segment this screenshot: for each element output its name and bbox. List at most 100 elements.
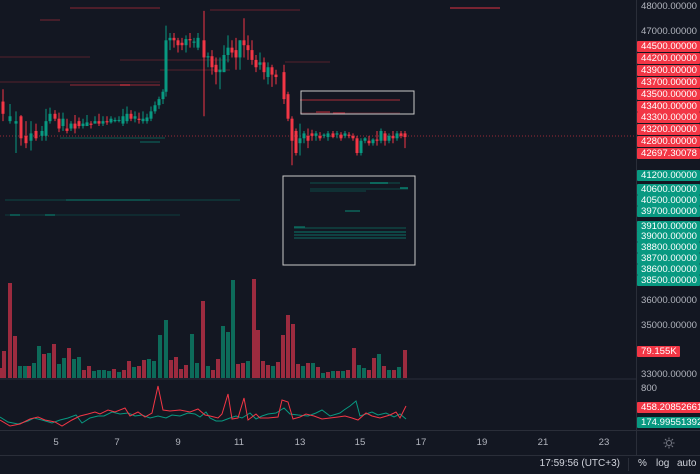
- percent-scale-button[interactable]: %: [638, 458, 647, 469]
- volume-bar: [13, 336, 17, 378]
- time-tick-label: 13: [294, 437, 306, 448]
- volume-bar: [142, 360, 146, 378]
- oscillator-red-line: [0, 385, 407, 427]
- candle-body: [1, 101, 5, 114]
- volume-bar: [23, 366, 27, 378]
- candle-body: [298, 138, 302, 144]
- candle-body: [101, 121, 105, 124]
- volume-bar: [62, 358, 66, 378]
- oscillator-green-value: 174.99551392: [637, 417, 700, 428]
- candle-body: [196, 37, 200, 48]
- candle-body: [172, 37, 176, 41]
- candlestick-chart[interactable]: [0, 0, 636, 430]
- bid-level-tag: 38700.00000: [637, 253, 700, 264]
- volume-bar: [326, 372, 330, 378]
- candle-body: [399, 133, 403, 136]
- volume-bar: [112, 369, 116, 378]
- candle-body: [379, 130, 383, 141]
- price-axis[interactable]: 48000.0000047000.0000042000.0000036000.0…: [636, 0, 700, 430]
- oscillator-tick-label: 800: [641, 383, 658, 394]
- candle-body: [290, 118, 294, 141]
- volume-bar: [382, 366, 386, 378]
- volume-bar: [296, 364, 300, 378]
- volume-bar: [211, 370, 215, 378]
- volume-bar: [152, 361, 156, 378]
- candle-body: [318, 135, 322, 139]
- volume-bar: [336, 371, 340, 378]
- volume-bar: [372, 358, 376, 378]
- volume-last-tag: 79.155K: [637, 346, 680, 357]
- candle-body: [19, 116, 23, 139]
- candle-body: [222, 55, 226, 73]
- candle-body: [331, 133, 335, 138]
- candle-body: [367, 140, 371, 144]
- candle-body: [53, 113, 57, 119]
- candle-body: [133, 116, 137, 119]
- candle-body: [270, 67, 274, 75]
- candle-body: [73, 123, 77, 129]
- candle-body: [250, 50, 254, 60]
- volume-bar: [367, 370, 371, 378]
- candle-body: [121, 116, 125, 124]
- candle-body: [226, 47, 230, 55]
- candle-body: [157, 99, 161, 106]
- time-tick-label: 9: [175, 437, 181, 448]
- volume-bar: [256, 330, 260, 378]
- ask-level-tag: 42800.00000: [637, 136, 700, 147]
- candle-body: [210, 56, 214, 68]
- volume-bar: [67, 348, 71, 378]
- time-tick-label: 19: [476, 437, 488, 448]
- candle-body: [125, 113, 129, 122]
- candle-body: [113, 119, 117, 122]
- chart-area[interactable]: [0, 0, 636, 430]
- candle-body: [322, 134, 326, 136]
- volume-bar: [291, 324, 295, 378]
- candle-body: [8, 116, 12, 122]
- volume-bar: [57, 364, 61, 378]
- candle-body: [242, 40, 246, 46]
- volume-bar: [195, 363, 199, 378]
- volume-bar: [261, 361, 265, 378]
- auto-scale-button[interactable]: auto: [677, 458, 697, 469]
- volume-bar: [47, 353, 51, 378]
- candle-body: [387, 135, 391, 141]
- volume-bar: [164, 320, 168, 378]
- bid-level-tag: 39000.00000: [637, 231, 700, 242]
- volume-bar: [397, 367, 401, 378]
- time-tick-label: 11: [234, 437, 244, 448]
- candle-body: [214, 64, 218, 73]
- log-scale-button[interactable]: log: [656, 458, 670, 469]
- candle-body: [57, 118, 61, 129]
- volume-bar: [127, 361, 131, 378]
- volume-bar: [158, 335, 162, 378]
- clock-timezone[interactable]: 17:59:56 (UTC+3): [539, 458, 620, 469]
- bottom-toolbar: 17:59:56 (UTC+3) % log auto: [0, 455, 700, 474]
- candle-body: [117, 119, 121, 121]
- bid-level-tag: 38500.00000: [637, 275, 700, 286]
- candle-body: [218, 69, 222, 73]
- candle-body: [274, 74, 278, 78]
- volume-bar: [201, 301, 205, 378]
- volume-bar: [403, 350, 407, 378]
- time-axis[interactable]: 5 7 9 11 13 15 17 19 21 23: [0, 430, 636, 455]
- candle-body: [262, 62, 266, 73]
- candle-body: [161, 91, 165, 100]
- bid-level-tag: 40600.00000: [637, 184, 700, 195]
- price-tick-label: 48000.00000: [641, 1, 698, 12]
- chart-settings-button[interactable]: [636, 430, 700, 455]
- price-tick-label: 36000.00000: [641, 295, 698, 306]
- candle-body: [351, 135, 355, 139]
- candle-body: [34, 130, 38, 139]
- volume-bar: [42, 354, 46, 378]
- candle-body: [371, 139, 375, 144]
- volume-bar: [392, 370, 396, 378]
- volume-bar: [77, 357, 81, 378]
- volume-bar: [236, 364, 240, 378]
- candle-body: [246, 45, 250, 51]
- volume-bar: [281, 335, 285, 378]
- candle-body: [258, 62, 262, 65]
- bid-level-tag: 41200.00000: [637, 170, 700, 181]
- volume-bar: [27, 366, 31, 378]
- volume-bar: [97, 370, 101, 378]
- candle-body: [93, 121, 97, 124]
